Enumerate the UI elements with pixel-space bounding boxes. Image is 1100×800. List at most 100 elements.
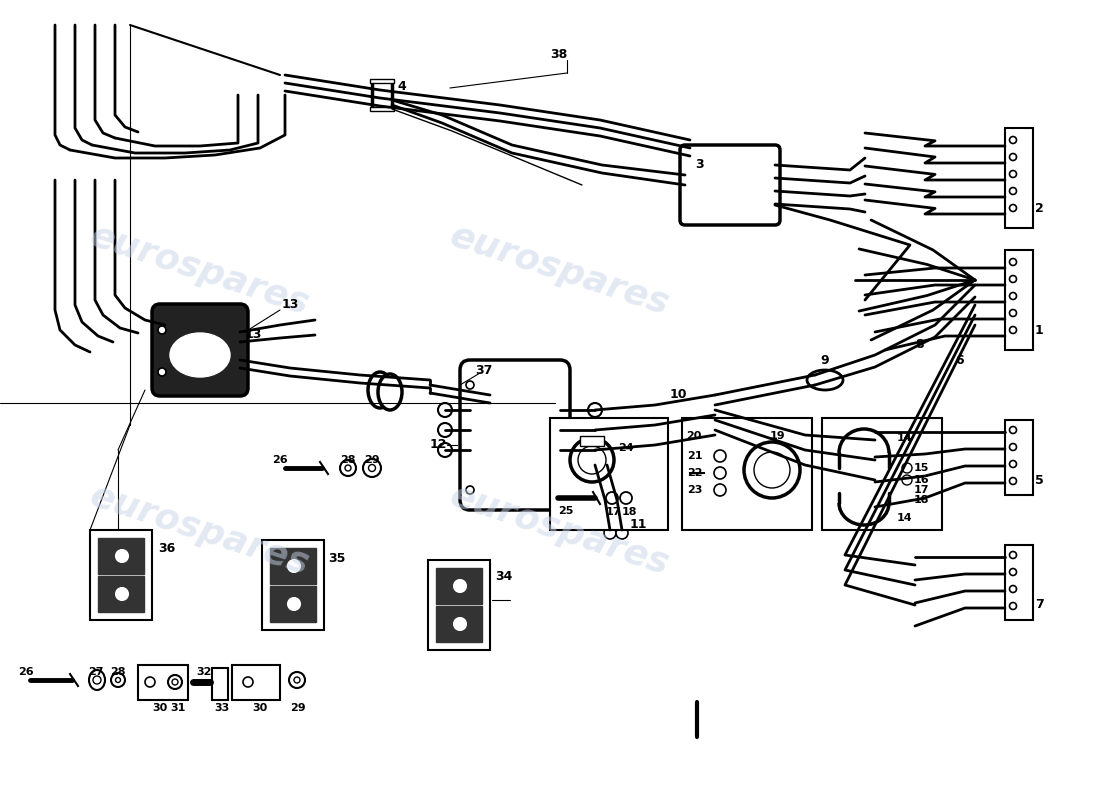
Bar xyxy=(1005,250,1033,350)
Bar xyxy=(98,538,144,574)
Text: 4: 4 xyxy=(397,81,406,94)
Circle shape xyxy=(454,580,466,592)
Text: 19: 19 xyxy=(770,431,785,441)
Text: 35: 35 xyxy=(328,551,345,565)
Bar xyxy=(436,568,482,604)
Ellipse shape xyxy=(744,442,800,498)
Bar xyxy=(550,418,668,530)
Text: 31: 31 xyxy=(170,703,186,713)
Circle shape xyxy=(288,560,300,572)
Text: 14: 14 xyxy=(896,513,913,523)
Circle shape xyxy=(1010,478,1016,485)
Circle shape xyxy=(620,492,632,504)
Circle shape xyxy=(1010,137,1016,143)
Text: 21: 21 xyxy=(688,451,703,461)
Bar xyxy=(822,418,942,530)
Circle shape xyxy=(714,450,726,462)
Text: 28: 28 xyxy=(110,667,125,677)
Text: 30: 30 xyxy=(252,703,267,713)
Bar xyxy=(98,576,144,612)
Text: 37: 37 xyxy=(475,363,493,377)
Text: 29: 29 xyxy=(364,455,380,465)
Circle shape xyxy=(158,368,166,376)
Circle shape xyxy=(289,672,305,688)
Bar xyxy=(580,436,604,446)
Polygon shape xyxy=(212,668,228,700)
Circle shape xyxy=(168,675,182,689)
Circle shape xyxy=(588,403,602,417)
Circle shape xyxy=(714,484,726,496)
Circle shape xyxy=(145,677,155,687)
Circle shape xyxy=(1010,275,1016,282)
Ellipse shape xyxy=(570,438,614,482)
Text: 9: 9 xyxy=(820,354,828,366)
Ellipse shape xyxy=(578,446,606,474)
Circle shape xyxy=(1010,187,1016,194)
Bar xyxy=(1005,420,1033,495)
Circle shape xyxy=(1010,258,1016,266)
Text: 18: 18 xyxy=(621,507,638,517)
Text: 10: 10 xyxy=(670,389,688,402)
Circle shape xyxy=(438,423,452,437)
Text: 7: 7 xyxy=(1035,598,1044,611)
Circle shape xyxy=(94,676,101,684)
FancyBboxPatch shape xyxy=(680,145,780,225)
Ellipse shape xyxy=(807,370,843,390)
Circle shape xyxy=(1010,461,1016,467)
Circle shape xyxy=(466,486,474,494)
Ellipse shape xyxy=(754,452,790,488)
Text: 16: 16 xyxy=(914,475,929,485)
Circle shape xyxy=(604,527,616,539)
Text: 26: 26 xyxy=(18,667,34,677)
Text: 15: 15 xyxy=(914,463,929,473)
Text: 36: 36 xyxy=(158,542,175,554)
Circle shape xyxy=(1010,443,1016,450)
Bar xyxy=(1005,128,1033,228)
Ellipse shape xyxy=(378,374,402,410)
Text: 14: 14 xyxy=(896,433,913,443)
Circle shape xyxy=(363,459,381,477)
Text: 11: 11 xyxy=(630,518,648,531)
Bar xyxy=(270,586,316,622)
Circle shape xyxy=(616,527,628,539)
Text: 6: 6 xyxy=(955,354,964,366)
Bar xyxy=(90,530,152,620)
Text: 8: 8 xyxy=(915,338,924,351)
Circle shape xyxy=(1010,326,1016,334)
Circle shape xyxy=(172,679,178,685)
Circle shape xyxy=(1010,154,1016,161)
Ellipse shape xyxy=(368,372,392,408)
Text: 24: 24 xyxy=(618,443,634,453)
Circle shape xyxy=(902,463,912,473)
Text: 26: 26 xyxy=(272,455,287,465)
Text: eurospares: eurospares xyxy=(86,218,313,322)
Text: 29: 29 xyxy=(290,703,306,713)
Bar xyxy=(262,540,324,630)
Circle shape xyxy=(588,443,602,457)
Bar xyxy=(436,606,482,642)
Circle shape xyxy=(243,677,253,687)
Bar xyxy=(428,560,490,650)
Circle shape xyxy=(158,326,166,334)
Text: 3: 3 xyxy=(695,158,704,171)
Bar xyxy=(1005,545,1033,620)
Text: 17: 17 xyxy=(606,507,621,517)
Circle shape xyxy=(1010,569,1016,575)
Circle shape xyxy=(1010,170,1016,178)
FancyBboxPatch shape xyxy=(152,304,248,396)
Circle shape xyxy=(1010,602,1016,610)
Bar xyxy=(270,548,316,584)
Text: 23: 23 xyxy=(688,485,703,495)
Text: 1: 1 xyxy=(1035,323,1044,337)
Circle shape xyxy=(116,550,128,562)
Text: 12: 12 xyxy=(430,438,448,451)
Polygon shape xyxy=(138,665,188,700)
Circle shape xyxy=(294,677,300,683)
Text: 32: 32 xyxy=(196,667,211,677)
Circle shape xyxy=(1010,551,1016,558)
Circle shape xyxy=(1010,426,1016,434)
Text: 5: 5 xyxy=(1035,474,1044,486)
Circle shape xyxy=(902,475,912,485)
Text: 2: 2 xyxy=(1035,202,1044,214)
Text: 30: 30 xyxy=(152,703,167,713)
